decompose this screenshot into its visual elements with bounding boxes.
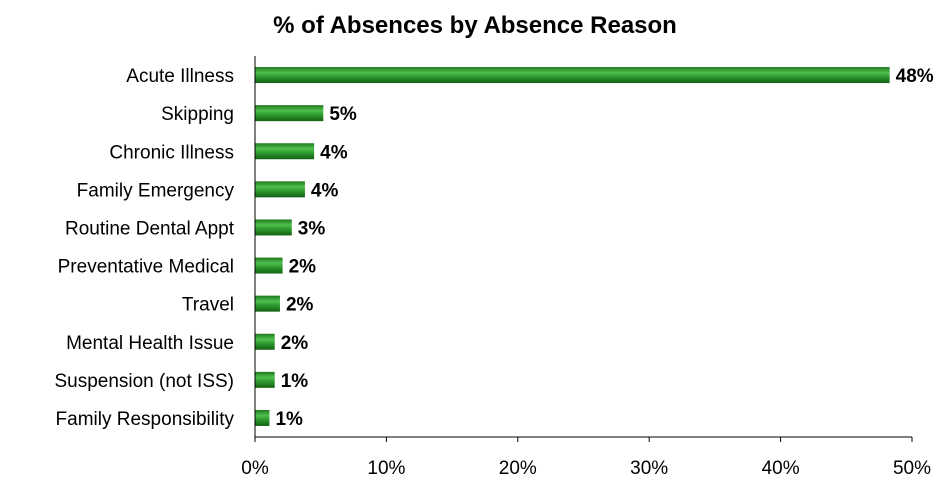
x-tick-label: 40% <box>762 458 800 479</box>
x-tick-label: 50% <box>893 458 931 479</box>
data-label: 3% <box>298 218 326 239</box>
bar <box>255 219 292 236</box>
category-label: Mental Health Issue <box>66 333 234 354</box>
category-label: Routine Dental Appt <box>65 218 235 239</box>
category-label: Preventative Medical <box>58 257 234 278</box>
category-label: Family Responsibility <box>56 409 235 430</box>
chart-title: % of Absences by Absence Reason <box>273 12 677 39</box>
category-label: Chronic Illness <box>109 142 234 163</box>
bar <box>255 143 315 160</box>
data-label: 1% <box>275 409 303 430</box>
x-axis: 0% 10% 20% 30% 40% 50% <box>241 56 931 479</box>
x-tick-label: 0% <box>241 458 269 479</box>
x-tick-label: 10% <box>367 458 405 479</box>
data-label: 48% <box>896 66 934 87</box>
bar <box>255 67 890 84</box>
bar <box>255 181 305 198</box>
category-label: Skipping <box>161 104 234 125</box>
data-label: 2% <box>289 257 317 278</box>
bar <box>255 295 280 312</box>
category-label: Acute Illness <box>126 66 234 87</box>
category-label: Suspension (not ISS) <box>54 371 234 392</box>
bar <box>255 333 275 350</box>
bar <box>255 105 324 122</box>
x-tick-label: 20% <box>499 458 537 479</box>
category-label: Travel <box>182 295 234 316</box>
bar <box>255 409 270 426</box>
data-label: 1% <box>281 371 309 392</box>
data-label: 2% <box>281 333 309 354</box>
bar <box>255 371 275 388</box>
data-label: 4% <box>311 180 339 201</box>
data-label: 5% <box>329 104 357 125</box>
category-label: Family Emergency <box>77 180 235 201</box>
data-label: 2% <box>286 295 314 316</box>
bar <box>255 257 283 274</box>
bars-layer: Acute Illness 48% Skipping 5% Chronic Illnes… <box>54 66 933 430</box>
data-label: 4% <box>320 142 348 163</box>
x-tick-label: 30% <box>630 458 668 479</box>
